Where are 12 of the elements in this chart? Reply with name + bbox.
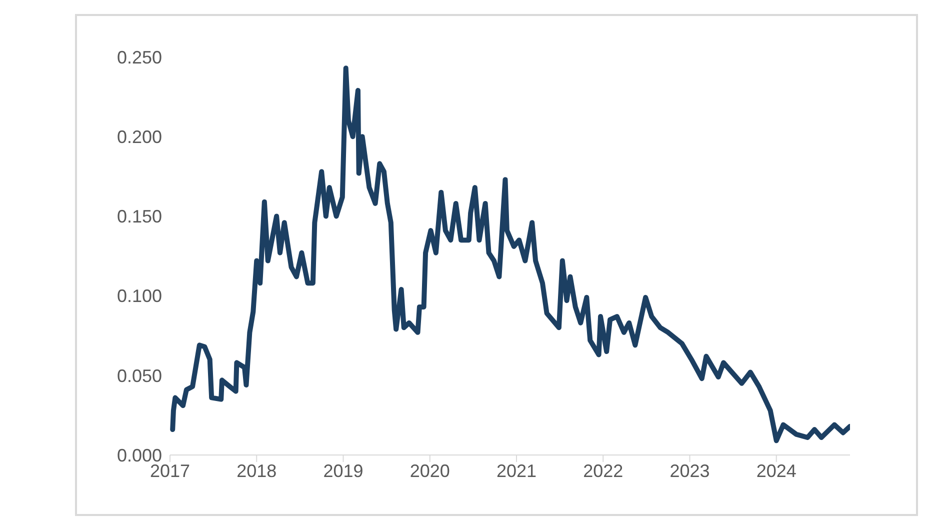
y-tick-label: 0.100 <box>116 286 162 306</box>
x-tick-label: 2024 <box>756 460 796 481</box>
x-tick-label: 2020 <box>410 460 450 481</box>
x-tick-label: 2021 <box>496 460 537 481</box>
x-tick-label: 2022 <box>583 460 624 481</box>
y-tick-label: 0.250 <box>116 47 162 68</box>
y-tick-label: 0.200 <box>116 126 162 147</box>
y-tick-label: 0.150 <box>116 206 162 227</box>
y-tick-label: 0.050 <box>116 366 162 386</box>
x-tick-label: 2018 <box>236 460 277 481</box>
x-tick-label: 2023 <box>670 460 710 481</box>
x-tick-label: 2019 <box>323 460 364 481</box>
